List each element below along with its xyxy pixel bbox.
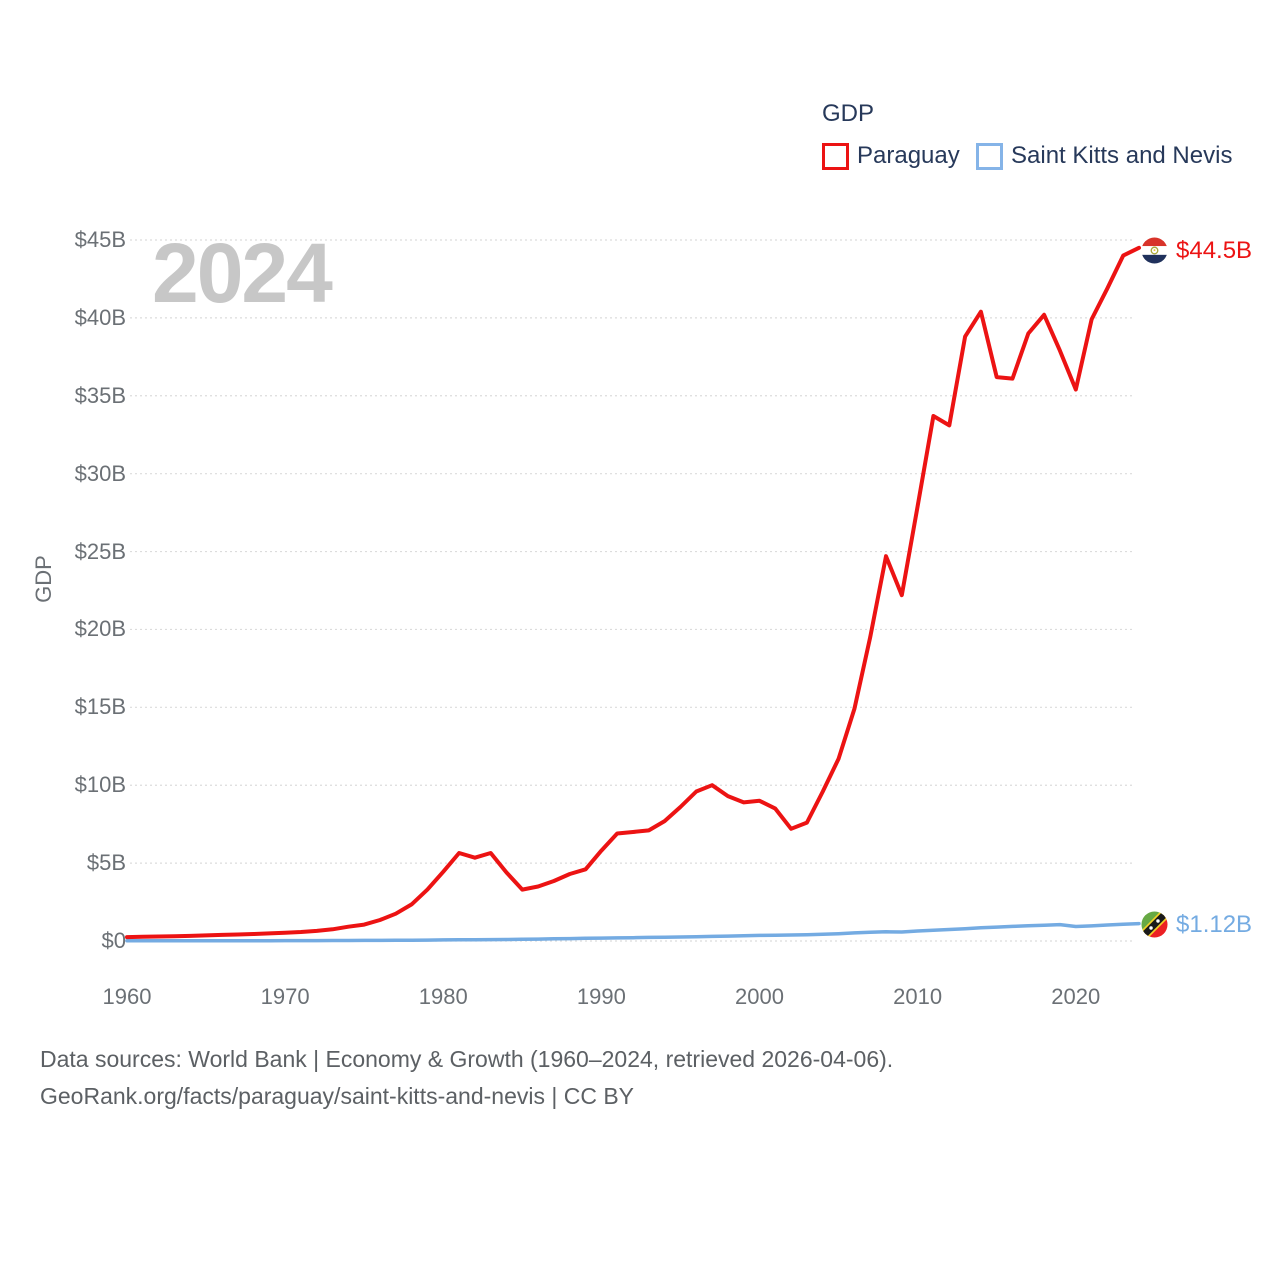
saint-kitts-and-nevis-flag-icon (1141, 911, 1168, 938)
paraguay-line-series (125, 245, 1141, 940)
y-tick-label: $15B (74, 694, 126, 720)
y-tick-label: $45B (74, 227, 126, 252)
y-tick-label: $20B (74, 616, 126, 642)
footer-line-2: GeoRank.org/facts/paraguay/saint-kitts-a… (40, 1083, 635, 1109)
x-tick-label: 1960 (102, 984, 152, 1009)
y-tick-label: $35B (74, 382, 126, 408)
y-tick-label: $5B (86, 850, 126, 876)
legend-item-saint-kitts-and-nevis[interactable]: Saint Kitts and Nevis (976, 142, 1232, 170)
saint-kitts-end-value: $1.12B (1176, 911, 1253, 938)
legend-label: Paraguay (857, 142, 960, 169)
y-tick-label: $0 (101, 928, 126, 953)
y-tick-label: $40B (74, 304, 126, 330)
footer-line-1: Data sources: World Bank | Economy & Gro… (40, 1046, 894, 1072)
legend-title: GDP (822, 100, 875, 127)
gridlines (130, 239, 1133, 942)
x-tick-label: 2020 (1051, 984, 1101, 1009)
x-tick-label: 1980 (418, 984, 468, 1009)
saint-kitts-legend-swatch (976, 142, 1003, 170)
legend-label: Saint Kitts and Nevis (1011, 142, 1233, 169)
x-tick-label: 1970 (260, 984, 310, 1009)
paraguay-flag-icon (1141, 237, 1168, 264)
watermark-year: 2024 (152, 226, 333, 320)
x-tick-label: 2010 (893, 984, 943, 1009)
y-tick-label: $30B (74, 460, 126, 486)
paraguay-end-value: $44.5B (1176, 237, 1253, 264)
x-tick-label: 1990 (576, 984, 626, 1009)
y-tick-label: $10B (74, 772, 126, 798)
y-tick-label: $25B (74, 538, 126, 564)
saint-kitts-and-nevis-line-series (125, 921, 1141, 943)
paraguay-legend-swatch (822, 142, 849, 170)
y-axis-title: GDP (31, 555, 56, 603)
x-tick-label: 2000 (735, 984, 784, 1009)
data-sources-footer: Data sources: World Bank | Economy & Gro… (40, 1041, 893, 1115)
legend-item-paraguay[interactable]: Paraguay (822, 142, 960, 170)
